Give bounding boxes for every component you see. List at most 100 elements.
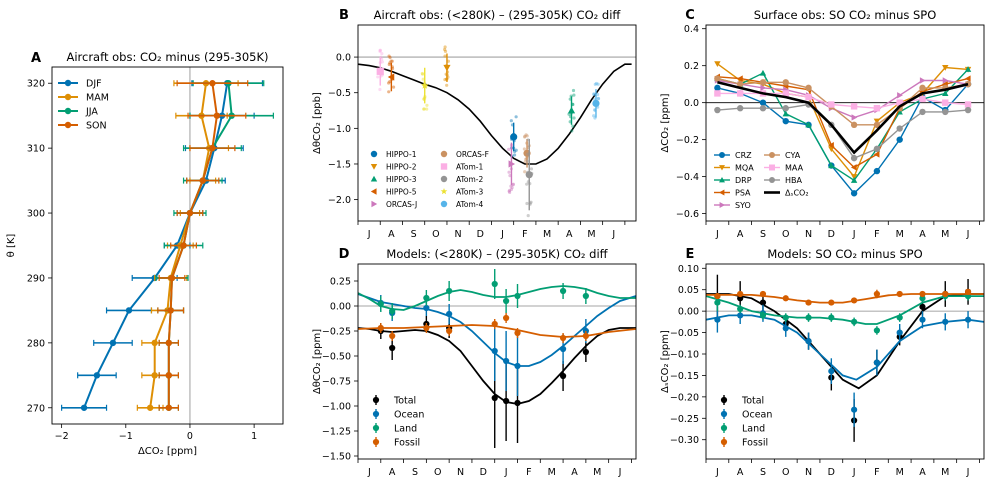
data-point bbox=[446, 287, 453, 295]
y-tick-label-D: −1.25 bbox=[322, 427, 351, 438]
y-axis-label-B: ΔθCO₂ [ppb] bbox=[312, 92, 323, 154]
legend-label: SYO bbox=[735, 201, 751, 210]
x-month-label-D: J bbox=[367, 467, 371, 478]
x-month-label-C: M bbox=[941, 229, 949, 240]
series-HIPPO-3 bbox=[567, 88, 576, 133]
data-point bbox=[964, 101, 972, 108]
raw-sample bbox=[422, 107, 426, 111]
x-month-label-C: J bbox=[715, 229, 719, 240]
data-point bbox=[592, 99, 600, 107]
raw-sample bbox=[509, 119, 513, 123]
x-month-label-D: N bbox=[457, 467, 464, 478]
data-point bbox=[514, 399, 521, 407]
data-point bbox=[759, 312, 767, 319]
x-month-label-B: S bbox=[411, 229, 417, 240]
legend-label: Land bbox=[394, 424, 417, 435]
data-point bbox=[964, 106, 972, 114]
legend-marker bbox=[719, 165, 725, 171]
series-HIPPO-5 bbox=[387, 54, 396, 94]
legend-marker bbox=[370, 163, 378, 170]
raw-sample bbox=[592, 92, 596, 96]
legend-label: ORCAS-J bbox=[386, 200, 417, 209]
plot-area-B bbox=[358, 45, 636, 218]
raw-sample bbox=[443, 77, 447, 82]
raw-sample bbox=[596, 82, 600, 86]
data-point bbox=[714, 75, 721, 82]
data-point bbox=[714, 61, 721, 68]
data-point bbox=[896, 125, 903, 132]
data-point bbox=[168, 274, 176, 282]
y-tick-label-E: −0.15 bbox=[670, 371, 699, 382]
data-point bbox=[736, 90, 744, 97]
x-month-label-E: N bbox=[805, 467, 812, 478]
panel-E: Models: SO CO₂ minus SPO E ΔₛCO₂ [ppm] 0.10… bbox=[660, 247, 985, 478]
y-tick-label-C: 0.0 bbox=[684, 98, 699, 109]
legend-label: HIPPO-5 bbox=[386, 188, 417, 197]
data-point bbox=[896, 314, 903, 321]
data-point bbox=[782, 295, 789, 302]
legend-marker bbox=[372, 410, 380, 418]
x-tick-label-A: −1 bbox=[119, 431, 133, 442]
raw-sample bbox=[443, 49, 448, 53]
raw-sample bbox=[378, 48, 383, 52]
data-point bbox=[782, 117, 789, 125]
series-ATom-1 bbox=[376, 48, 385, 92]
fit-line-C bbox=[717, 81, 969, 155]
axes-frame-E bbox=[705, 263, 985, 460]
fit-curve-Total bbox=[706, 293, 984, 390]
data-point bbox=[964, 288, 972, 295]
raw-sample bbox=[425, 103, 429, 107]
data-point bbox=[919, 290, 926, 298]
y-tick-label-B: 0.0 bbox=[336, 53, 351, 64]
legend-marker bbox=[64, 121, 72, 129]
legend-label: ORCAS-F bbox=[456, 150, 489, 159]
raw-sample bbox=[443, 45, 447, 49]
y-axis-label-E: ΔₛCO₂ [ppm] bbox=[660, 330, 671, 393]
data-point bbox=[873, 359, 881, 366]
panel-title-D: Models: (<280K) – (295-305K) CO₂ diff bbox=[386, 247, 608, 261]
data-point bbox=[850, 174, 858, 180]
legend-A: DJF MAM JJA SON bbox=[58, 79, 109, 132]
series-Land bbox=[358, 269, 636, 319]
legend-label: HIPPO-3 bbox=[386, 175, 417, 184]
data-point bbox=[491, 320, 498, 328]
x-month-label-C: O bbox=[782, 229, 789, 240]
y-tick-label-C: 0.4 bbox=[684, 24, 699, 35]
x-month-label-D: A bbox=[389, 467, 396, 478]
data-point bbox=[782, 105, 789, 112]
series-line-SYO bbox=[717, 79, 969, 119]
panel-title-A: Aircraft obs: CO₂ minus (295-305K) bbox=[66, 50, 268, 64]
data-point bbox=[942, 77, 949, 84]
data-point bbox=[850, 177, 858, 183]
data-point bbox=[443, 64, 451, 72]
x-month-label-C: D bbox=[828, 229, 835, 240]
raw-sample bbox=[524, 133, 528, 137]
raw-sample bbox=[389, 59, 393, 63]
data-point bbox=[80, 404, 88, 411]
raw-sample bbox=[572, 116, 576, 120]
data-point bbox=[167, 307, 174, 314]
data-point bbox=[828, 162, 835, 169]
legend-label: JJA bbox=[85, 107, 98, 118]
data-point bbox=[421, 81, 429, 89]
legend-marker bbox=[440, 175, 448, 183]
raw-sample bbox=[525, 134, 529, 138]
data-point bbox=[851, 406, 858, 413]
series-Fossil bbox=[706, 288, 984, 306]
data-point bbox=[782, 90, 789, 97]
data-point bbox=[186, 209, 194, 217]
data-point bbox=[559, 334, 567, 342]
legend-marker bbox=[370, 188, 377, 195]
series-Fossil bbox=[358, 313, 636, 343]
data-point bbox=[851, 318, 858, 325]
data-point bbox=[805, 121, 812, 128]
data-point bbox=[180, 242, 187, 249]
legend-label: Ocean bbox=[394, 410, 424, 421]
legend-marker bbox=[371, 200, 378, 208]
data-point bbox=[377, 324, 384, 332]
raw-sample bbox=[443, 54, 447, 58]
series-HBA bbox=[714, 101, 972, 162]
raw-sample bbox=[595, 92, 600, 97]
x-month-label-C: M bbox=[896, 229, 904, 240]
